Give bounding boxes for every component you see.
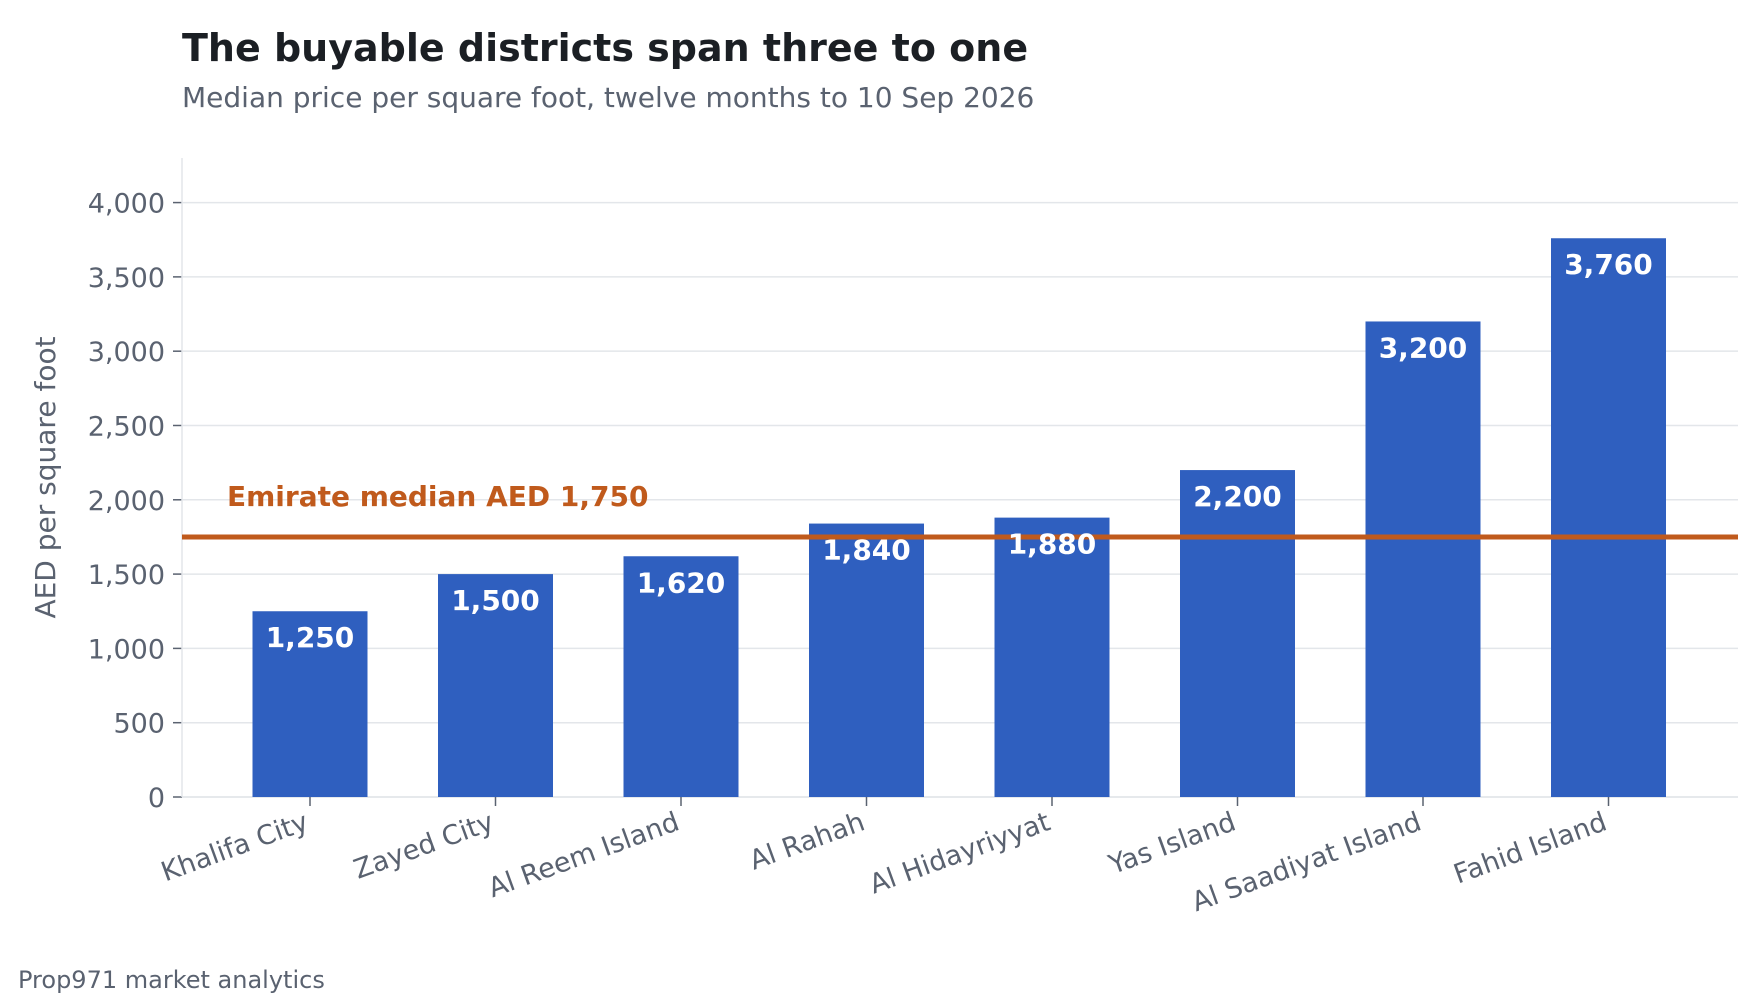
y-tick-label: 2,000 (88, 486, 165, 517)
bar-value-label: 3,200 (1379, 331, 1468, 364)
bar (438, 574, 553, 797)
x-tick-label: Fahid Island (1450, 806, 1611, 890)
reference-line-label: Emirate median AED 1,750 (227, 480, 648, 513)
labels: 1,250 1,500 1,620 1,840 1,880 2,200 3,200 3,760 (266, 248, 1653, 654)
y-tick-label: 1,000 (88, 634, 165, 665)
x-tick-label: Al Hidayriyyat (866, 806, 1055, 900)
y-tick-label: 3,000 (88, 337, 165, 368)
source-note: Prop971 market analytics (18, 966, 325, 994)
bar (1551, 238, 1666, 797)
x-tick-label: Yas Island (1104, 806, 1240, 881)
bar-value-label: 2,200 (1193, 480, 1282, 513)
bar-value-label: 1,620 (637, 566, 726, 599)
bar (809, 523, 924, 797)
bar-value-label: 1,840 (822, 534, 911, 567)
y-tick-label: 2,500 (88, 411, 165, 442)
bar-value-label: 1,250 (266, 621, 355, 654)
bar (252, 611, 368, 797)
bar-value-label: 1,500 (451, 584, 540, 617)
x-tick-label: Al Reem Island (484, 806, 683, 904)
y-tick-label: 3,500 (88, 263, 165, 294)
x-tick-label: Al Rahah (745, 806, 868, 876)
bar (1180, 470, 1295, 797)
bar (994, 517, 1110, 797)
bars (252, 238, 1666, 797)
reference-line-group: Emirate median AED 1,750 (182, 480, 1738, 540)
y-tick-label: 4,000 (88, 189, 165, 220)
chart-title: The buyable districts span three to one (182, 26, 1029, 70)
y-tick-label: 1,500 (88, 560, 165, 591)
bar (623, 556, 739, 797)
bar-value-label: 1,880 (1008, 528, 1097, 561)
bar (1365, 321, 1481, 797)
y-tick-label: 0 (148, 783, 165, 814)
y-axis-title: AED per square foot (29, 336, 62, 618)
chart-subtitle: Median price per square foot, twelve mon… (182, 81, 1035, 114)
x-tick-label: Zayed City (350, 806, 498, 885)
bar-value-label: 3,760 (1564, 248, 1653, 281)
y-tick-label: 500 (113, 709, 165, 740)
x-tick-label: Khalifa City (157, 806, 312, 888)
